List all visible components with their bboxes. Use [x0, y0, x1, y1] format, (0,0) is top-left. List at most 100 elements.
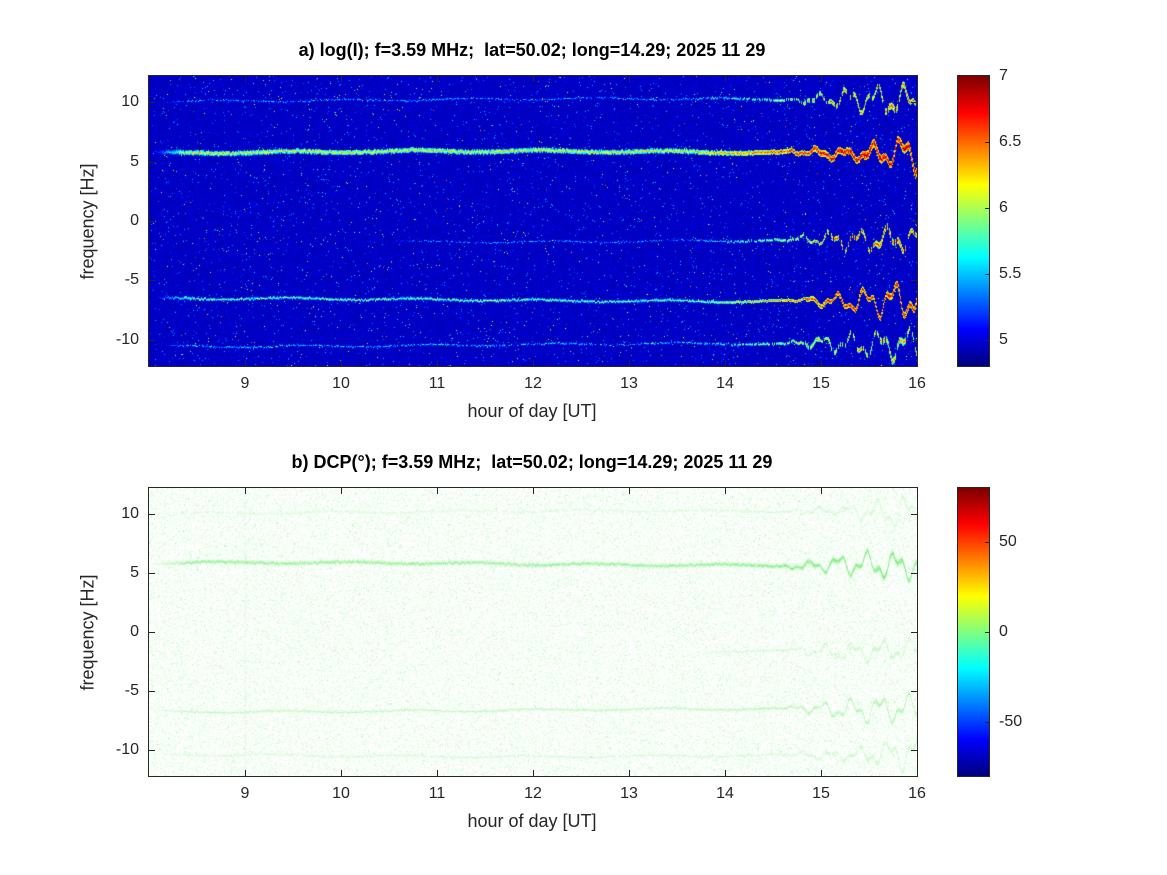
x-tick-label: 16 — [908, 375, 926, 392]
panel-a-spectrogram-canvas — [149, 76, 917, 366]
y-tick-mark — [149, 514, 155, 515]
colorbar-tick-label: 5.5 — [999, 265, 1022, 282]
x-tick-mark — [725, 770, 726, 776]
x-tick-mark — [821, 488, 822, 494]
y-tick-mark — [911, 573, 917, 574]
x-tick-mark — [245, 360, 246, 366]
y-tick-label: 10 — [121, 93, 139, 110]
colorbar-tick-mark — [985, 722, 989, 723]
x-tick-label: 15 — [812, 785, 830, 802]
x-tick-mark — [437, 360, 438, 366]
x-tick-mark — [629, 770, 630, 776]
colorbar-tick-mark — [985, 208, 989, 209]
panel-a-colorbar-canvas — [958, 76, 989, 366]
y-tick-mark — [911, 102, 917, 103]
y-tick-mark — [149, 280, 155, 281]
colorbar-tick-mark — [985, 142, 989, 143]
x-tick-label: 13 — [620, 375, 638, 392]
x-tick-mark — [629, 360, 630, 366]
x-tick-label: 15 — [812, 375, 830, 392]
x-tick-mark — [821, 360, 822, 366]
colorbar-tick-label: 5 — [999, 331, 1008, 348]
x-tick-mark — [245, 770, 246, 776]
panel-b-spectrogram-canvas — [149, 488, 917, 776]
colorbar-tick-mark — [985, 76, 989, 77]
x-tick-mark — [917, 770, 918, 776]
x-tick-label: 14 — [716, 375, 734, 392]
x-tick-mark — [725, 76, 726, 82]
x-tick-mark — [533, 360, 534, 366]
y-tick-label: 0 — [130, 623, 139, 640]
colorbar-tick-label: 6.5 — [999, 133, 1022, 150]
x-tick-label: 10 — [332, 785, 350, 802]
x-tick-mark — [821, 76, 822, 82]
x-tick-mark — [341, 360, 342, 366]
x-tick-label: 13 — [620, 785, 638, 802]
x-tick-mark — [629, 488, 630, 494]
x-tick-mark — [533, 76, 534, 82]
y-tick-label: -10 — [115, 331, 139, 348]
x-tick-label: 10 — [332, 375, 350, 392]
x-tick-mark — [437, 76, 438, 82]
panel-b-plot-area — [148, 487, 918, 777]
x-tick-label: 12 — [524, 785, 542, 802]
y-tick-label: -10 — [115, 741, 139, 758]
x-tick-mark — [533, 488, 534, 494]
y-tick-mark — [149, 691, 155, 692]
colorbar-tick-label: 50 — [999, 533, 1017, 550]
x-tick-mark — [917, 488, 918, 494]
x-tick-mark — [245, 488, 246, 494]
y-tick-mark — [149, 573, 155, 574]
colorbar-tick-mark — [985, 542, 989, 543]
x-tick-mark — [341, 76, 342, 82]
colorbar-tick-label: 6 — [999, 199, 1008, 216]
x-tick-mark — [533, 770, 534, 776]
panel-b-title: b) DCP(°); f=3.59 MHz; lat=50.02; long=1… — [291, 452, 773, 472]
x-tick-label: 9 — [240, 785, 250, 802]
y-tick-label: -5 — [124, 682, 139, 699]
x-tick-mark — [437, 770, 438, 776]
y-tick-mark — [149, 102, 155, 103]
y-tick-label: -5 — [124, 271, 139, 288]
y-tick-mark — [149, 632, 155, 633]
x-tick-mark — [917, 360, 918, 366]
y-tick-mark — [911, 280, 917, 281]
x-tick-mark — [341, 770, 342, 776]
x-tick-mark — [725, 360, 726, 366]
x-tick-mark — [821, 770, 822, 776]
colorbar-tick-label: 7 — [999, 67, 1008, 84]
x-tick-mark — [725, 488, 726, 494]
y-tick-label: 5 — [130, 153, 139, 170]
y-tick-mark — [911, 514, 917, 515]
y-tick-mark — [911, 340, 917, 341]
y-tick-mark — [149, 221, 155, 222]
panel-a-title: a) log(I); f=3.59 MHz; lat=50.02; long=1… — [298, 40, 766, 60]
y-tick-mark — [149, 162, 155, 163]
panel-a-x-axis-label: hour of day [UT] — [467, 401, 597, 421]
y-tick-mark — [911, 691, 917, 692]
x-tick-label: 9 — [240, 375, 250, 392]
colorbar-tick-mark — [985, 340, 989, 341]
x-tick-label: 14 — [716, 785, 734, 802]
y-tick-mark — [911, 750, 917, 751]
y-tick-mark — [149, 340, 155, 341]
colorbar-tick-mark — [985, 632, 989, 633]
y-tick-label: 10 — [121, 505, 139, 522]
panel-b-colorbar — [957, 487, 990, 777]
x-tick-label: 12 — [524, 375, 542, 392]
y-tick-mark — [149, 750, 155, 751]
x-tick-label: 11 — [428, 785, 446, 802]
panel-b-colorbar-canvas — [958, 488, 989, 776]
y-tick-label: 0 — [130, 212, 139, 229]
colorbar-tick-mark — [985, 274, 989, 275]
panel-a-colorbar — [957, 75, 990, 367]
panel-a-plot-area — [148, 75, 918, 367]
x-tick-mark — [629, 76, 630, 82]
x-tick-label: 11 — [428, 375, 446, 392]
y-tick-label: 5 — [130, 564, 139, 581]
x-tick-mark — [341, 488, 342, 494]
x-tick-mark — [437, 488, 438, 494]
colorbar-tick-label: 0 — [999, 623, 1008, 640]
x-tick-mark — [917, 76, 918, 82]
